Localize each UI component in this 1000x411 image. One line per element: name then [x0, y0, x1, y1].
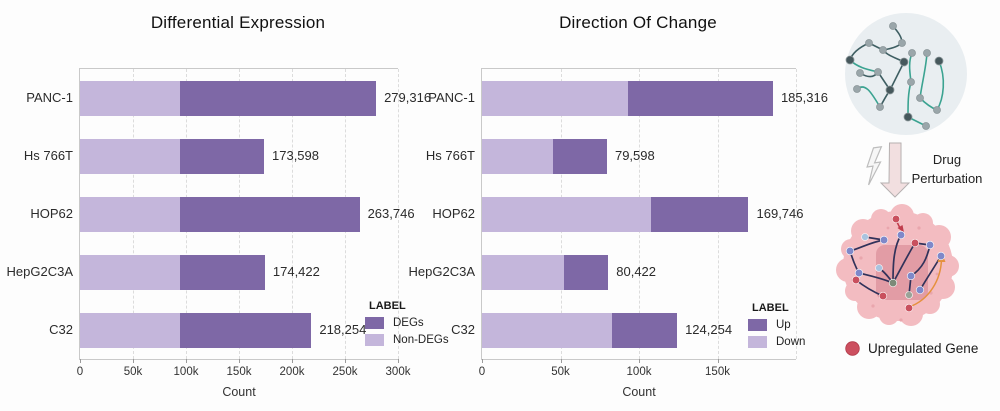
legend-item-label: Non-DEGs — [393, 333, 449, 346]
legend-item: DEGs — [365, 315, 449, 330]
bar-value-label: 79,598 — [614, 148, 655, 163]
bar-segment-up — [628, 80, 773, 116]
direction-of-change-plot: PANC-1 185,316 Hs 766T 79,598 HOP62 169,746 He… — [409, 68, 828, 399]
bar-segment-up — [552, 138, 607, 174]
bar-value-label: 185,316 — [780, 90, 828, 105]
legend-item: Down — [748, 334, 805, 349]
axis-tick-label: 200k — [279, 366, 305, 378]
bar-segment-degs — [179, 138, 264, 174]
axis-tick — [292, 359, 293, 363]
bar-segment-down — [482, 254, 565, 290]
chart-title-differential-expression: Differential Expression — [150, 13, 326, 32]
axis-tick-label: 100k — [626, 366, 652, 378]
bar-value-label: 80,422 — [616, 264, 657, 279]
legend-title: LABEL — [752, 302, 789, 314]
axis-tick — [560, 359, 562, 363]
bar-value-label: 174,422 — [272, 264, 320, 279]
gridline — [796, 69, 797, 359]
chart-title-direction-of-change: Direction Of Change — [559, 13, 717, 32]
legend-item: Up — [748, 317, 805, 332]
category-label: HOP62 — [30, 206, 73, 221]
legend-item-label: DEGs — [393, 316, 424, 329]
bar-value-label: 263,746 — [367, 206, 415, 221]
category-label: HepG2C3A — [6, 264, 73, 279]
upregulated-gene-label: Upregulated Gene — [868, 341, 979, 356]
axis-tick — [80, 359, 81, 363]
legend-item: Non-DEGs — [365, 332, 449, 347]
category-label: Hs 766T — [425, 148, 475, 163]
down-swatch-icon — [748, 335, 767, 348]
bar-segment-degs — [179, 254, 265, 290]
axis-tick-label: 100k — [173, 366, 199, 378]
axis-tick — [345, 359, 346, 363]
axis-tick — [639, 359, 640, 363]
legend-item-label: Up — [776, 318, 791, 331]
bar-value-label: 124,254 — [685, 322, 733, 337]
gene-network-illustration — [845, 13, 967, 135]
perturbed-cell-illustration — [836, 204, 959, 326]
bar-segment-down — [482, 138, 553, 174]
bar-segment-up — [650, 196, 749, 232]
legend-title: LABEL — [369, 300, 406, 312]
axis-tick-label: 0 — [76, 366, 84, 378]
bar-segment-non-degs — [80, 312, 180, 348]
axis-tick-label: 50k — [123, 366, 143, 378]
x-axis-label: Count — [222, 385, 256, 399]
bar-segment-degs — [179, 312, 312, 348]
category-label: PANC-1 — [428, 90, 475, 105]
drug-perturbation-label: Drug Perturbation — [911, 152, 983, 186]
lightning-icon — [866, 146, 883, 186]
axis-tick-label: 250k — [332, 366, 358, 378]
bar-segment-degs — [179, 196, 360, 232]
down-arrow-icon — [866, 142, 911, 198]
axis-tick-label: 150k — [705, 366, 730, 378]
differential-expression-plot: PANC-1 279,316 Hs 766T 173,598 HOP62 263,746 H… — [7, 68, 431, 399]
non-degs-swatch-icon — [365, 333, 384, 346]
axis-tick — [186, 359, 187, 363]
bar-segment-non-degs — [80, 196, 180, 232]
category-label: PANC-1 — [26, 90, 73, 105]
axis-tick-label: 300k — [385, 366, 411, 378]
bar-segment-non-degs — [80, 254, 180, 290]
bar-value-label: 169,746 — [756, 206, 804, 221]
category-label: Hs 766T — [23, 148, 73, 163]
bar-value-label: 173,598 — [272, 148, 319, 163]
axis-tick — [482, 359, 483, 363]
bar-segment-non-degs — [80, 138, 180, 174]
bar-segment-down — [482, 312, 613, 348]
bar-value-label: 218,254 — [319, 322, 367, 337]
bar-segment-non-degs — [80, 80, 180, 116]
legend-differential-expression: LABEL DEGs Non-DEGs — [365, 300, 449, 349]
bar-segment-up — [564, 254, 609, 290]
legend-direction-of-change: LABEL Up Down — [748, 302, 805, 351]
legend-item-label: Down — [776, 335, 806, 348]
gridline — [398, 69, 399, 359]
axis-tick — [239, 359, 240, 363]
bar-segment-up — [612, 312, 678, 348]
category-label: HepG2C3A — [408, 264, 475, 279]
bar-segment-down — [482, 80, 628, 116]
axis-tick — [717, 359, 719, 363]
bar-segment-down — [482, 196, 651, 232]
axis-tick-label: 0 — [478, 366, 486, 378]
x-axis-label: Count — [622, 385, 656, 399]
axis-tick — [133, 359, 134, 363]
axis-tick-label: 50k — [551, 366, 570, 378]
axis-tick — [398, 359, 399, 363]
bar-value-label: 279,316 — [384, 90, 432, 105]
upregulated-gene-dot-icon — [845, 341, 860, 356]
up-swatch-icon — [748, 318, 767, 331]
bar-segment-degs — [179, 80, 377, 116]
category-label: C32 — [451, 322, 475, 337]
category-label: C32 — [49, 322, 73, 337]
degs-swatch-icon — [365, 316, 384, 329]
axis-tick-label: 150k — [226, 366, 252, 378]
category-label: HOP62 — [432, 206, 475, 221]
